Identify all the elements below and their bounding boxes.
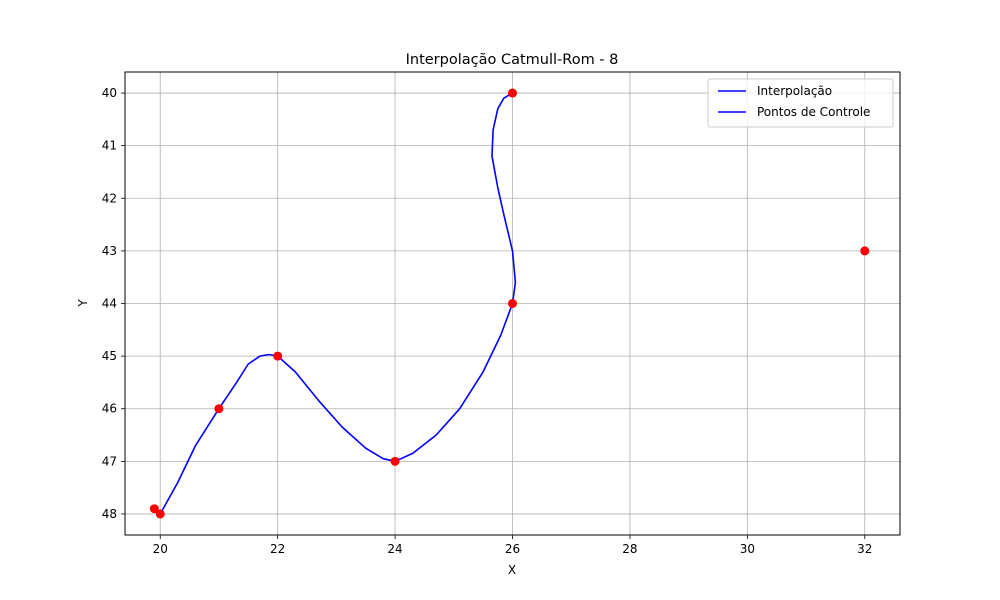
control-point-marker (860, 246, 870, 256)
y-tick-label: 42 (102, 191, 117, 205)
y-tick-label: 45 (102, 349, 117, 363)
x-tick-label: 28 (622, 542, 637, 556)
x-tick-label: 26 (505, 542, 520, 556)
legend-label-interpolacao: Interpolação (757, 84, 832, 98)
y-tick-label: 41 (102, 139, 117, 153)
legend-box (707, 78, 894, 128)
y-tick-label: 46 (102, 402, 117, 416)
legend-label-pontos-de-controle: Pontos de Controle (757, 105, 870, 119)
plot-series (149, 88, 870, 519)
x-tick-label: 32 (857, 542, 872, 556)
control-point-marker (214, 404, 224, 414)
y-tick-label: 48 (102, 507, 117, 521)
y-tick-label: 47 (102, 454, 117, 468)
control-point-marker (273, 351, 283, 361)
x-tick-label: 22 (270, 542, 285, 556)
x-axis-label: X (508, 563, 516, 577)
control-point-marker (508, 88, 517, 98)
axis-ticks: 20 22 24 26 28 30 32 40 41 42 43 44 45 46 47 48 (102, 86, 873, 556)
series-line-interpolacao (159, 92, 517, 515)
x-tick-label: 20 (153, 542, 168, 556)
chart-title: Interpolação Catmull-Rom - 8 (406, 52, 619, 68)
control-point-marker (149, 504, 159, 514)
control-point-marker (508, 299, 517, 308)
y-tick-label: 44 (102, 297, 117, 311)
legend: Interpolação Pontos de Controle (707, 78, 894, 128)
control-point-marker (155, 509, 165, 519)
y-tick-label: 40 (102, 86, 117, 100)
x-tick-label: 30 (740, 542, 755, 556)
control-point-marker (390, 456, 400, 466)
y-axis-label: Y (76, 299, 90, 308)
y-tick-label: 43 (102, 244, 117, 258)
x-tick-label: 24 (387, 542, 402, 556)
